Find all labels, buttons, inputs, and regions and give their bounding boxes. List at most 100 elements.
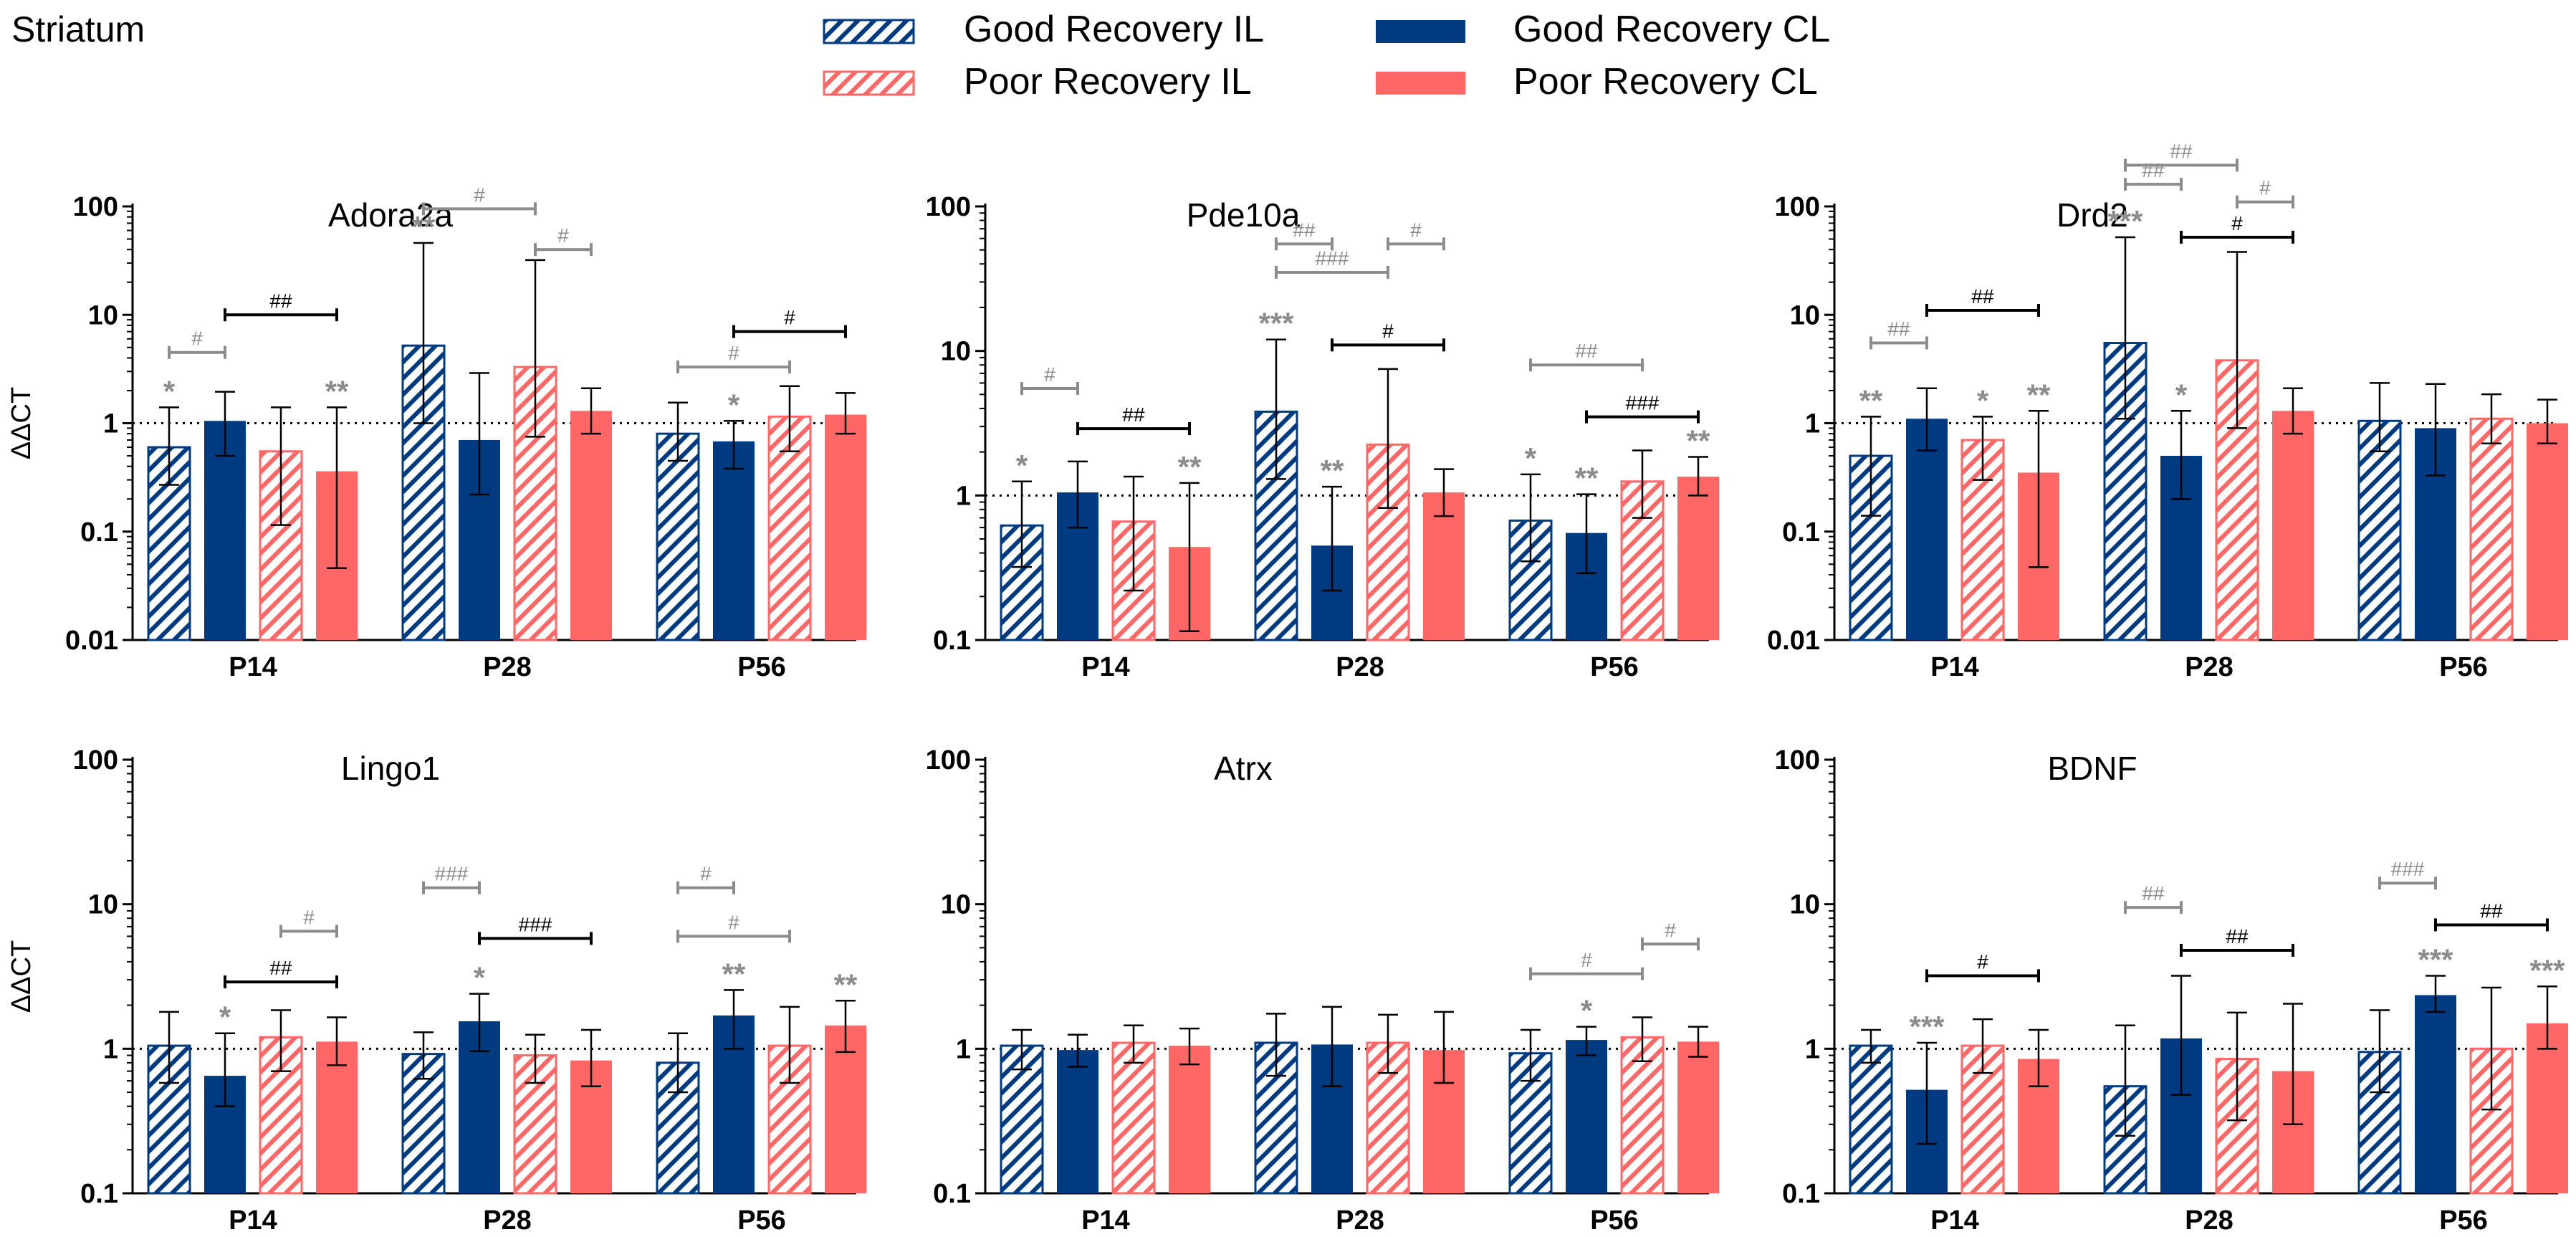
- comparison-bracket: #: [279, 906, 338, 938]
- comparison-bracket: #: [2180, 212, 2294, 244]
- bracket-label: ###: [1626, 392, 1660, 414]
- comparison-bracket: ##: [1076, 403, 1191, 436]
- comparison-bracket: ##: [1869, 318, 1928, 350]
- legend-label-good-cl: Good Recovery CL: [1513, 9, 1830, 50]
- x-tick-label: P14: [1081, 652, 1130, 682]
- bar-good-cl-p14: [204, 421, 246, 640]
- x-tick-label: P28: [1336, 1205, 1384, 1236]
- bar-good-il-p28: [1254, 1041, 1298, 1195]
- comparison-bracket: ##: [224, 957, 338, 989]
- x-tick-label: P56: [1590, 652, 1639, 682]
- comparison-bracket: ###: [422, 863, 481, 894]
- y-tick-label: 0.01: [1767, 626, 1820, 656]
- significance-stars: *: [2175, 378, 2188, 411]
- y-tick-label: 100: [73, 192, 118, 222]
- bracket-label: #: [728, 342, 739, 364]
- bar-poor-cl-p14: [316, 1041, 358, 1193]
- y-tick-label: 0.1: [933, 1179, 971, 1209]
- bar-poor-cl-p56: [2527, 423, 2568, 640]
- significance-stars: *: [219, 1000, 231, 1034]
- significance-stars: ***: [1909, 1010, 1945, 1043]
- bracket-label: ##: [1293, 219, 1316, 241]
- bracket-label: ##: [1122, 403, 1145, 426]
- y-tick-label: 10: [1790, 300, 1820, 330]
- bracket-label: ###: [519, 913, 552, 935]
- x-tick-label: P14: [1930, 1205, 1979, 1236]
- y-tick-label: 0.1: [1782, 517, 1820, 548]
- y-tick-label: 100: [926, 745, 971, 775]
- bar-good-cl-p56: [713, 441, 755, 640]
- x-tick-label: P56: [2439, 1205, 2488, 1236]
- significance-stars: **: [412, 210, 436, 244]
- bracket-label: #: [474, 183, 485, 206]
- bracket-label: ##: [2142, 159, 2165, 181]
- comparison-bracket: ##: [2180, 925, 2294, 957]
- y-axis-label: ΔΔCT: [6, 940, 37, 1013]
- legend-item-good-cl: Good Recovery CL: [1376, 9, 1830, 50]
- comparison-bracket: #: [168, 328, 226, 359]
- comparison-bracket: ##: [1529, 340, 1644, 372]
- y-tick-label: 1: [103, 409, 118, 439]
- comparison-bracket: ###: [1275, 247, 1389, 279]
- chart-title: Atrx: [1214, 750, 1273, 787]
- x-tick-label: P28: [483, 652, 532, 682]
- comparison-bracket: ##: [2124, 140, 2239, 172]
- x-tick-label: P14: [229, 652, 277, 682]
- comparison-bracket: #: [1020, 363, 1079, 396]
- chart-title: Adora2a: [328, 196, 453, 234]
- comparison-bracket: #: [676, 342, 791, 374]
- bar-poor-cl-p56: [2527, 1023, 2568, 1193]
- bar-poor-cl-p56: [825, 414, 866, 640]
- bracket-label: #: [557, 224, 569, 247]
- bracket-label: #: [191, 328, 203, 350]
- y-tick-label: 10: [88, 890, 118, 920]
- bracket-label: #: [2259, 177, 2271, 199]
- bracket-label: #: [1382, 320, 1394, 342]
- x-tick-label: P14: [1930, 652, 1979, 682]
- comparison-bracket: #: [1387, 219, 1445, 251]
- bracket-label: #: [2231, 212, 2243, 234]
- y-tick-label: 0.01: [65, 626, 118, 656]
- significance-stars: **: [1575, 462, 1599, 495]
- x-tick-label: P14: [1081, 1205, 1130, 1236]
- bracket-label: #: [1977, 950, 1988, 973]
- y-tick-label: 100: [73, 745, 118, 775]
- bracket-label: ##: [2142, 882, 2165, 904]
- bar-poor-il-p56: [2469, 417, 2514, 641]
- significance-stars: *: [1016, 449, 1028, 482]
- bracket-label: #: [1665, 919, 1676, 941]
- bar-poor-cl-p14: [1169, 1046, 1210, 1193]
- x-tick-label: P56: [737, 1205, 786, 1236]
- x-tick-label: P28: [483, 1205, 532, 1236]
- legend-swatch-poor-cl: [1376, 72, 1465, 95]
- bracket-label: ##: [2480, 899, 2503, 922]
- significance-stars: *: [474, 961, 486, 995]
- bar-poor-cl-p56: [1677, 1041, 1719, 1193]
- significance-stars: **: [1687, 424, 1710, 457]
- x-tick-label: P28: [2185, 1205, 2233, 1236]
- bracket-label: ##: [1971, 285, 1994, 307]
- bar-good-cl-p56: [2415, 995, 2456, 1193]
- significance-stars: **: [2027, 378, 2051, 411]
- y-tick-label: 10: [941, 890, 971, 920]
- significance-stars: *: [163, 374, 176, 408]
- y-tick-label: 1: [956, 481, 971, 511]
- comparison-bracket: #: [1925, 950, 2040, 983]
- significance-stars: *: [728, 388, 740, 421]
- bracket-label: #: [1410, 219, 1422, 241]
- comparison-bracket: #: [676, 863, 735, 894]
- y-tick-label: 0.1: [80, 517, 118, 548]
- bracket-label: ##: [269, 957, 292, 979]
- comparison-bracket: ##: [1275, 219, 1334, 251]
- y-axis-label: ΔΔCT: [6, 387, 37, 459]
- chart-atrx: 100 10 1 0.1 Atrx P14 P28 P56 * # #: [926, 745, 1719, 1236]
- significance-stars: ***: [1258, 307, 1294, 340]
- y-tick-label: 1: [956, 1034, 971, 1064]
- bracket-label: ###: [2391, 858, 2425, 880]
- comparison-bracket: ##: [2124, 159, 2183, 191]
- comparison-bracket: ###: [478, 913, 593, 945]
